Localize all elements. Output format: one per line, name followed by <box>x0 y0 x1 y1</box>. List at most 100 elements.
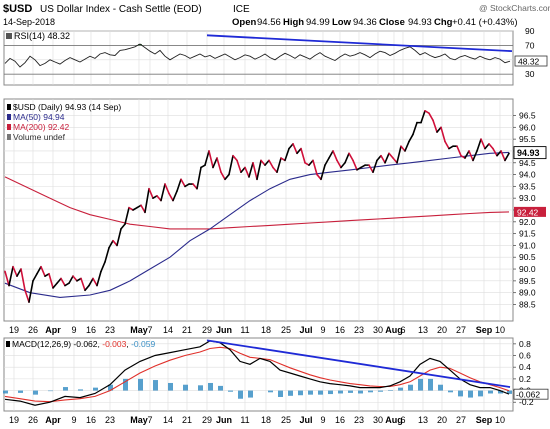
price-legend-swatch <box>7 134 11 140</box>
price-segment <box>436 126 442 133</box>
x-axis-bottom-label: 25 <box>281 415 291 425</box>
macd-histogram-bar <box>418 378 423 391</box>
price-y-tick-label: 94.0 <box>519 170 536 180</box>
x-axis-bottom-label: 6 <box>400 415 405 425</box>
price-segment <box>60 277 66 287</box>
price-segment <box>220 171 226 181</box>
price-segment <box>336 159 342 169</box>
x-axis-bottom-label: Jun <box>216 415 232 425</box>
x-axis-bottom-label: Apr <box>45 415 61 425</box>
price-segment <box>228 154 234 176</box>
x-axis-bottom-label: Jul <box>299 415 312 425</box>
x-axis-top-label: 11 <box>240 325 249 335</box>
price-segment <box>172 190 178 202</box>
price-y-tick-label: 90.0 <box>519 264 536 274</box>
price-segment <box>24 289 30 303</box>
open-label: Open <box>232 17 256 28</box>
price-segment <box>332 150 338 162</box>
x-axis-bottom-label: Aug <box>385 415 403 425</box>
price-segment <box>292 143 298 155</box>
x-axis-bottom-label: 7 <box>147 415 152 425</box>
rsi-y-tick-label: 70 <box>525 40 535 50</box>
price-segment <box>212 157 218 169</box>
x-axis-bottom-label: 16 <box>86 415 96 425</box>
ma200-line <box>4 176 510 230</box>
price-segment <box>8 265 14 287</box>
macd-y-tick-label: 0.6 <box>519 351 531 361</box>
exchange: ICE <box>233 4 250 15</box>
price-segment <box>48 272 54 289</box>
x-axis-bottom-label: 23 <box>354 415 364 425</box>
macd-histogram-bar <box>198 385 203 391</box>
macd-histogram-bar <box>438 384 443 391</box>
x-axis-top-label: Sep <box>476 325 493 335</box>
macd-histogram-bar <box>138 378 143 391</box>
macd-signal-line <box>4 346 510 403</box>
symbol: $USD <box>3 3 32 15</box>
price-segment <box>52 282 58 289</box>
x-axis-top-label: 9 <box>71 325 76 335</box>
close-price-label: 94.93 <box>517 148 540 158</box>
macd-histogram-bar <box>498 390 503 394</box>
price-segment <box>84 284 90 292</box>
price-segment <box>396 145 402 164</box>
x-axis-bottom-label: 29 <box>202 415 212 425</box>
price-segment <box>284 147 290 162</box>
credit: @ StockCharts.com <box>479 3 550 13</box>
macd-histogram-bar <box>398 387 403 391</box>
price-segment <box>264 159 270 166</box>
price-y-tick-label: 90.5 <box>519 252 536 262</box>
x-axis-top-label: 29 <box>202 325 212 335</box>
price-segment <box>176 178 182 192</box>
price-segment <box>160 183 166 202</box>
price-segment <box>168 192 174 202</box>
macd-histogram-bar <box>358 390 363 394</box>
price-y-tick-label: 95.5 <box>519 134 536 144</box>
price-segment <box>148 187 154 199</box>
x-axis-top-label: 10 <box>495 325 505 335</box>
macd-histogram-bar <box>108 384 113 391</box>
macd-histogram-bar <box>458 390 463 397</box>
price-segment <box>268 159 274 169</box>
price-legend-swatch <box>7 104 11 110</box>
macd-y-tick-label: 0.8 <box>519 339 531 349</box>
price-segment <box>56 277 62 285</box>
price-segment <box>296 147 302 155</box>
price-segment <box>72 275 78 282</box>
price-segment <box>420 110 426 124</box>
macd-trendline <box>206 339 511 388</box>
x-axis-bottom-label: 13 <box>418 415 428 425</box>
x-axis-bottom-label: 19 <box>9 415 19 425</box>
price-segment <box>308 159 314 166</box>
price-segment <box>224 173 230 181</box>
price-segment <box>372 159 378 174</box>
price-segment <box>204 150 210 166</box>
price-segment <box>480 138 486 150</box>
x-axis-bottom-label: 18 <box>261 415 271 425</box>
price-segment <box>248 161 254 178</box>
macd-histogram-bar <box>208 382 213 391</box>
price-segment <box>144 187 150 214</box>
macd-histogram-bar <box>488 390 493 394</box>
x-axis-top-label: 30 <box>373 325 383 335</box>
macd-legend-part: MACD(12,26,9) -0.062, <box>12 339 102 349</box>
price-legend-entry: MA(200) 92.42 <box>13 122 69 132</box>
price-segment <box>276 157 282 174</box>
macd-histogram-bar <box>168 382 173 391</box>
price-panel: 96.596.095.595.094.594.093.593.092.592.0… <box>3 98 547 322</box>
price-segment <box>16 268 22 277</box>
price-legend-swatch <box>7 114 11 120</box>
macd-histogram-bar <box>468 390 473 398</box>
price-segment <box>432 119 438 133</box>
price-segment <box>80 277 86 292</box>
price-segment <box>232 154 238 162</box>
price-segment <box>32 272 38 282</box>
x-axis-top-label: 9 <box>320 325 325 335</box>
price-segment <box>312 159 318 176</box>
x-axis-bottom-label: 9 <box>71 415 76 425</box>
macd-histogram-bar <box>93 387 98 391</box>
price-segment <box>300 147 306 164</box>
macd-histogram-bar <box>478 390 483 397</box>
